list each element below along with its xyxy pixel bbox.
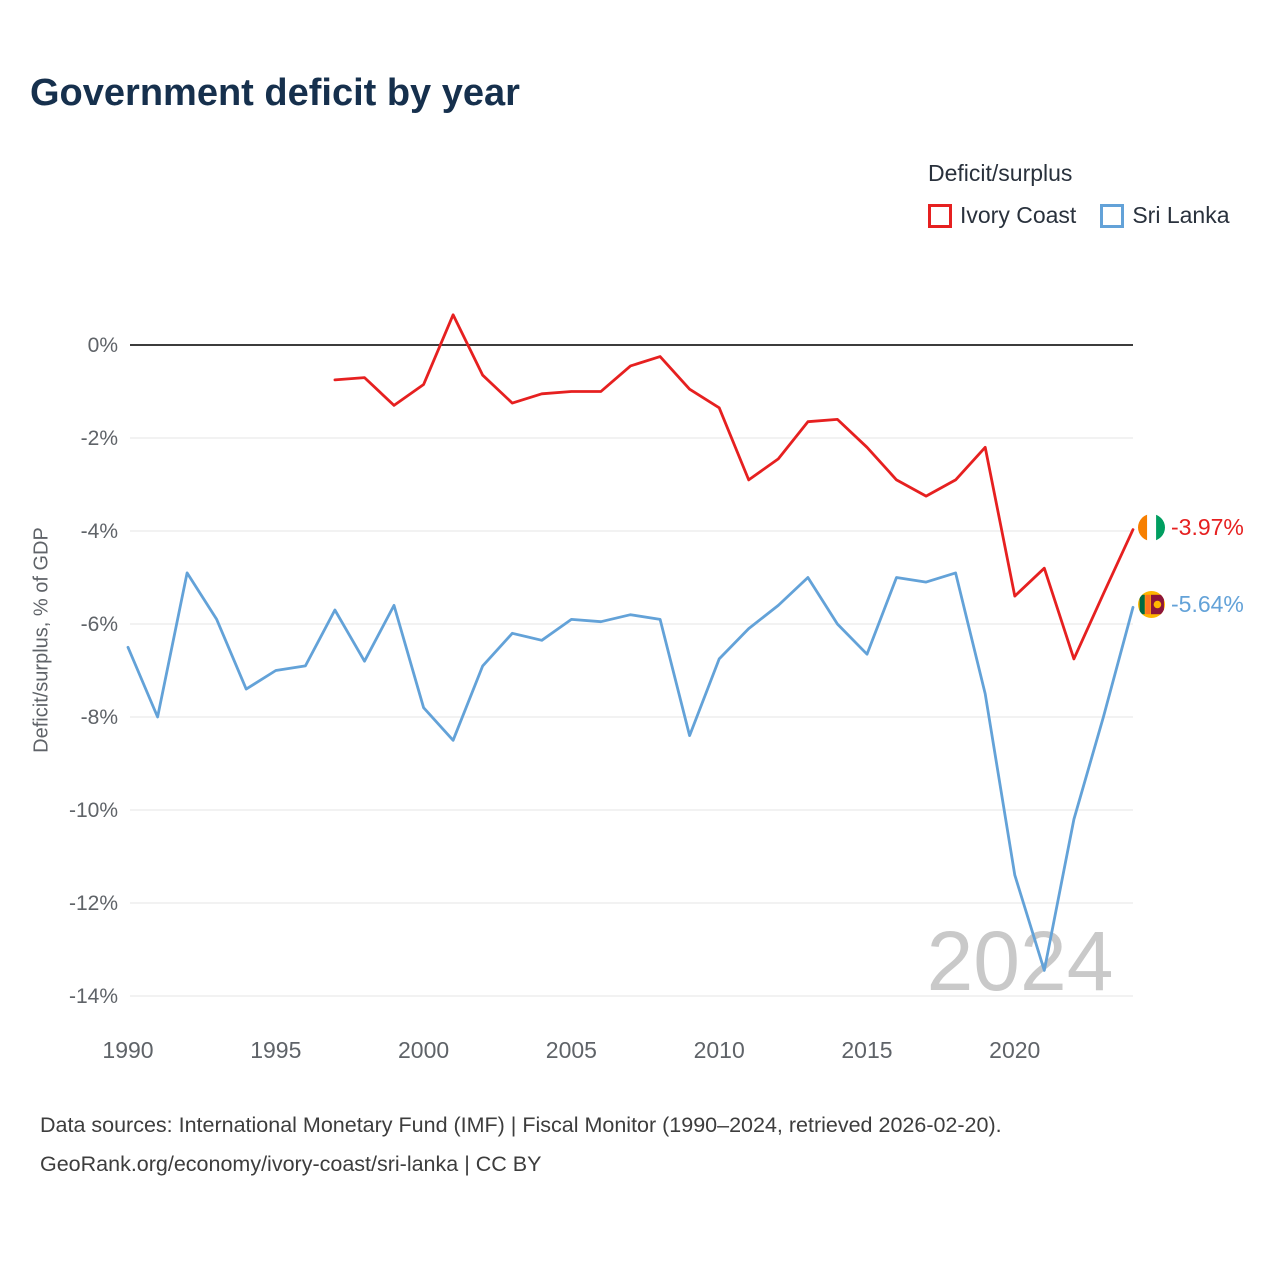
legend: Deficit/surplus Ivory Coast Sri Lanka xyxy=(928,160,1230,229)
y-tick-label: -8% xyxy=(81,706,118,729)
x-tick-label: 2010 xyxy=(694,1037,745,1063)
series-line-ivory-coast[interactable] xyxy=(333,313,1135,661)
watermark-year: 2024 xyxy=(927,914,1114,1008)
ivory-coast-swatch-icon xyxy=(928,203,952,228)
end-value: -3.97% xyxy=(1171,513,1244,540)
sri-lanka-swatch-icon xyxy=(1100,203,1125,228)
end-value: -5.64% xyxy=(1171,591,1244,618)
x-tick-label: 2000 xyxy=(398,1037,449,1063)
page-title: Government deficit by year xyxy=(30,72,520,114)
y-tick-label: 0% xyxy=(88,334,118,357)
y-tick-label: -2% xyxy=(81,427,118,450)
x-tick-label: 1990 xyxy=(102,1037,153,1063)
footer-sources-line: Data sources: International Monetary Fun… xyxy=(40,1113,1002,1137)
legend-title: Deficit/surplus xyxy=(928,160,1073,186)
y-tick-label: -10% xyxy=(69,799,118,822)
legend-items: Ivory Coast Sri Lanka xyxy=(928,202,1230,229)
x-tick-label: 2015 xyxy=(841,1037,892,1063)
footer-attribution-line: GeoRank.org/economy/ivory-coast/sri-lank… xyxy=(40,1152,542,1176)
y-tick-label: -12% xyxy=(69,892,118,915)
sri-lanka-flag-icon xyxy=(1138,591,1165,619)
x-tick-label: 2005 xyxy=(546,1037,597,1063)
end-label-sri-lanka: -5.64% xyxy=(1138,591,1244,619)
legend-item-sri-lanka[interactable]: Sri Lanka xyxy=(1100,202,1230,229)
end-label-ivory-coast: -3.97% xyxy=(1138,513,1244,541)
legend-item-label: Sri Lanka xyxy=(1132,202,1230,228)
y-tick-label: -14% xyxy=(69,985,118,1008)
ivory-coast-flag-icon xyxy=(1138,513,1165,541)
footer: Data sources: International Monetary Fun… xyxy=(40,1106,1002,1184)
x-tick-label: 1995 xyxy=(250,1037,301,1063)
y-tick-label: -6% xyxy=(81,613,118,636)
legend-item-ivory-coast[interactable]: Ivory Coast xyxy=(928,202,1076,229)
series-line-sri-lanka[interactable] xyxy=(126,571,1135,972)
legend-item-label: Ivory Coast xyxy=(960,202,1077,228)
x-tick-label: 2020 xyxy=(989,1037,1040,1063)
y-tick-label: -4% xyxy=(81,520,118,543)
